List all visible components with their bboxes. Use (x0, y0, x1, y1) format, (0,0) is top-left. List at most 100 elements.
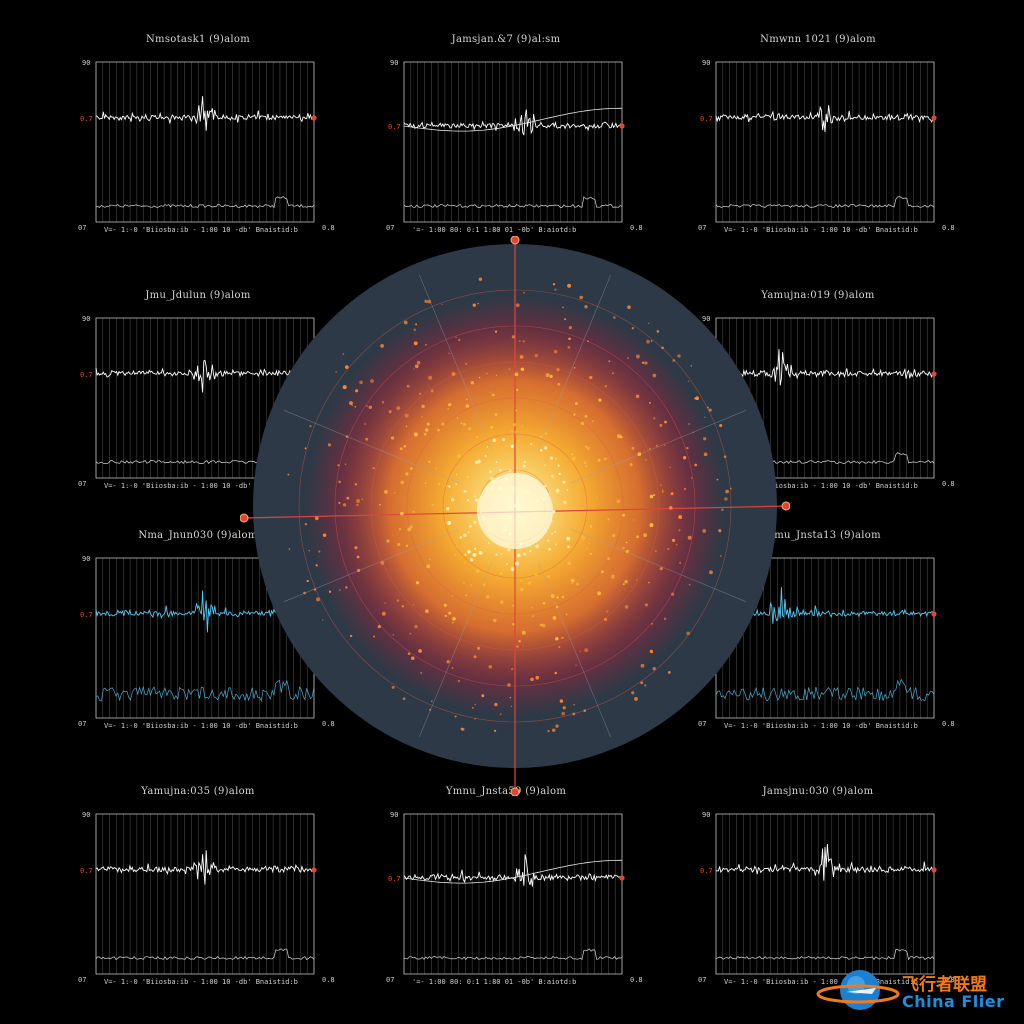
y-axis-bottom-label: 07 (78, 720, 86, 728)
radial-spokes (283, 274, 747, 738)
time-series-panel-9: Ymnu_Jnsta59 (9)alom 90 0.7 07 0.8 '=- 1:00 8… (386, 786, 643, 986)
panel-title: Jmu_Jdulun (9)alom (145, 290, 251, 301)
planet-logo-icon (816, 970, 900, 1010)
envelope-curve (403, 859, 622, 884)
panel-title: Ymnu_Jnsta59 (9)alom (445, 786, 567, 797)
y-axis-bottom-label: 07 (698, 224, 706, 232)
watermark-chinese-text: 飞行者联盟 (902, 975, 987, 995)
y-axis-bottom-label: 07 (698, 720, 706, 728)
x-axis-tick-labels: V=- 1:-0 'Biiosba:ib - 1:00 10 -db' Bnai… (104, 978, 298, 986)
y-axis-top-label: 90 (390, 59, 398, 67)
x-axis-end-label: 0.8 (942, 976, 955, 984)
x-axis-tick-labels: '=- 1:00 80: 0:1 1:80 01 -0b' B:aiotd:b (412, 978, 576, 986)
baseline-trace (403, 196, 623, 208)
baseline-trace (715, 196, 935, 208)
panel-title: Nmwnn 1021 (9)alom (760, 34, 876, 45)
x-axis-end-label: 0.8 (322, 976, 335, 984)
y-axis-bottom-label: 07 (78, 480, 86, 488)
signal-trace (95, 850, 315, 885)
x-axis-end-label: 0.8 (322, 720, 335, 728)
panel-title: Yamujna:019 (9)alom (761, 290, 875, 301)
y-axis-threshold-label: 0.7 (700, 115, 713, 123)
y-axis-threshold-label: 0.7 (80, 611, 93, 619)
signal-trace (715, 349, 935, 386)
baseline-trace (95, 679, 315, 702)
y-axis-bottom-label: 07 (698, 976, 706, 984)
baseline-trace (95, 196, 315, 209)
panel-plot: 90 0.7 07 0.8 V=- 1:-0 'Biiosba:ib - 1:00 10… (78, 555, 335, 730)
y-axis-top-label: 90 (82, 811, 90, 819)
threshold-marker (931, 115, 937, 121)
plot-frame (715, 813, 935, 975)
y-axis-top-label: 90 (702, 315, 710, 323)
y-axis-top-label: 90 (390, 811, 398, 819)
signal-trace (95, 359, 315, 393)
x-axis-tick-labels: V=- 1:-0 'Biiosba:ib - 1:00 10 -db' Bnai… (724, 226, 918, 234)
threshold-marker (931, 371, 937, 377)
panel-title: Jamsjnu:030 (9)alom (762, 786, 874, 797)
y-axis-threshold-label: 0.7 (80, 115, 93, 123)
plot-frame (95, 61, 315, 223)
watermark-english-text: China Flier (902, 992, 1005, 1011)
x-axis-tick-labels: V=- 1:-0 'Biiosba:ib - 1:00 10 -db' Bnai… (104, 226, 298, 234)
threshold-marker (619, 123, 625, 129)
envelope-curve (403, 107, 622, 132)
baseline-trace (95, 948, 315, 960)
y-axis-top-label: 90 (82, 59, 90, 67)
time-series-panel-6: Nma_Jnun030 (9)alom 90 0.7 07 0.8 V=- 1:-0 'B… (78, 530, 335, 730)
time-series-panel-10: Jamsjnu:030 (9)alom 90 0.7 07 0.8 V=- 1:-0 'B… (698, 786, 955, 986)
x-axis-tick-labels: V=- 1:-0 'Biiosba:ib - 1:00 10 -db' Bnai… (724, 722, 918, 730)
radial-density-plot: 0.5000 (240, 236, 790, 796)
time-series-panel-3: Nmwnn 1021 (9)alom 90 0.7 07 0.8 V=- 1:-0 'Bi… (698, 34, 955, 234)
watermark: 飞行者联盟 China Flier (816, 962, 1016, 1018)
x-axis-end-label: 0.8 (322, 224, 335, 232)
threshold-marker (311, 115, 317, 121)
time-series-panel-1: Nmsotask1 (9)alom 90 0.7 07 0.8 V=- 1:-0 'Bii… (78, 34, 335, 234)
panel-title: Nmsotask1 (9)alom (145, 34, 251, 45)
x-axis-end-label: 0.8 (942, 720, 955, 728)
y-axis-threshold-label: 0.7 (388, 123, 401, 131)
x-axis-end-label: 0.8 (942, 480, 955, 488)
plot-frame (95, 813, 315, 975)
time-series-panel-2: Jamsjan.&7 (9)al:sm 90 0.7 07 0.8 '=- 1:00 80… (386, 34, 643, 234)
plot-frame (403, 813, 623, 975)
plot-frame (403, 61, 623, 223)
baseline-trace (715, 678, 935, 702)
y-axis-threshold-label: 0.7 (388, 875, 401, 883)
signal-trace (715, 105, 935, 133)
y-axis-bottom-label: 07 (78, 976, 86, 984)
grid-lines (95, 814, 315, 974)
y-axis-top-label: 90 (82, 315, 90, 323)
y-axis-top-label: 90 (702, 811, 710, 819)
time-series-panel-8: Yamujna:035 (9)alom 90 0.7 07 0.8 V=- 1:-0 'B… (78, 786, 335, 986)
y-axis-bottom-label: 07 (386, 224, 394, 232)
panel-title: Jamsjan.&7 (9)al:sm (451, 34, 561, 45)
x-axis-tick-labels: V=- 1:-0 'Biiosba:ib - 1:00 10 -db' Bnai… (104, 482, 298, 490)
panel-title: Yamujna:035 (9)alom (141, 786, 255, 797)
panel-title: Nma_Jnun030 (9)alom (138, 530, 258, 541)
y-axis-threshold-label: 0.7 (80, 867, 93, 875)
density-points (287, 277, 732, 733)
panel-plot: 90 0.7 07 0.8 V=- 1:-0 'Biiosba:ib - 1:00 10… (78, 811, 335, 986)
panel-plot: 90 0.7 07 0.8 V=- 1:-0 'Biiosba:ib - 1:00 10… (698, 59, 955, 234)
y-axis-bottom-label: 07 (386, 976, 394, 984)
x-axis-tick-labels: V=- 1:-0 'Biiosba:ib - 1:00 10 -db' Bnai… (724, 482, 918, 490)
threshold-marker (931, 611, 937, 617)
threshold-marker (311, 867, 317, 873)
signal-trace (403, 854, 623, 887)
panel-title: Yanmu_Jnsta13 (9)alom (755, 530, 881, 541)
signal-trace (95, 96, 315, 131)
baseline-trace (715, 949, 935, 961)
x-axis-tick-labels: V=- 1:-0 'Biiosba:ib - 1:00 10 -db' Bnai… (724, 978, 918, 986)
y-axis-top-label: 90 (702, 59, 710, 67)
y-axis-top-label: 90 (82, 555, 90, 563)
x-axis-end-label: 0.8 (942, 224, 955, 232)
x-axis-tick-labels: V=- 1:-0 'Biiosba:ib - 1:00 10 -db' Bnai… (104, 722, 298, 730)
threshold-marker (619, 875, 625, 881)
signal-trace (716, 843, 935, 881)
